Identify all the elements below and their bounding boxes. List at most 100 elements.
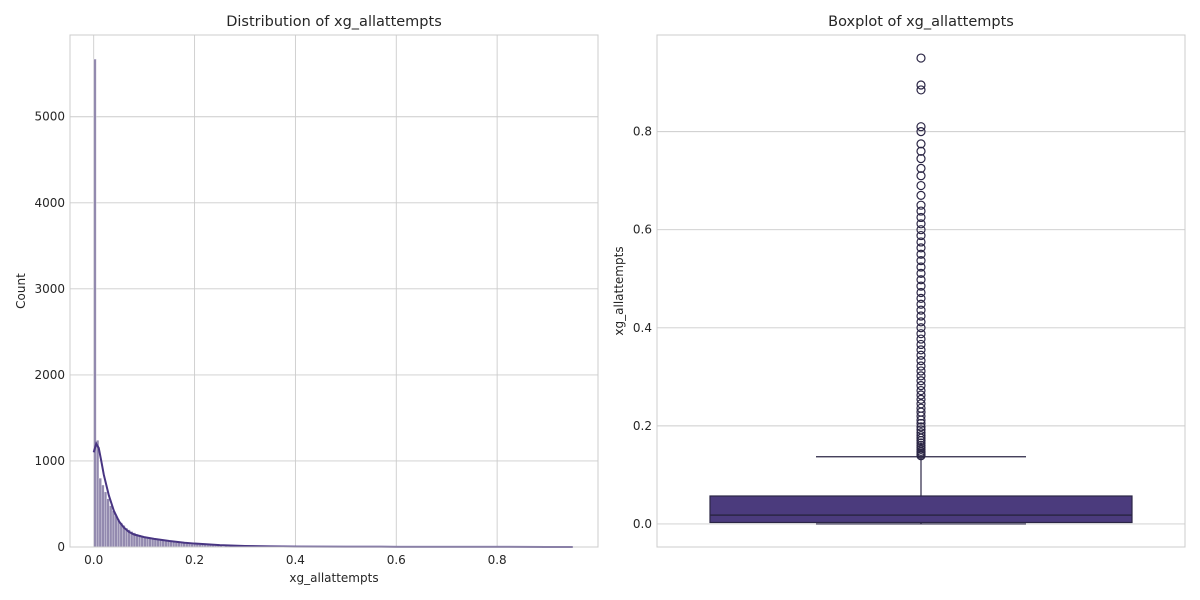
boxplot-title: Boxplot of xg_allattempts bbox=[828, 14, 1014, 30]
boxplot-outlier-point bbox=[916, 425, 926, 435]
boxplot-outlier-point bbox=[916, 190, 926, 200]
histogram-bar bbox=[159, 540, 163, 548]
boxplot-outlier-point bbox=[916, 350, 926, 360]
boxplot-outlier-point bbox=[916, 230, 926, 241]
histogram-bar bbox=[182, 543, 186, 548]
boxplot-outlier-point bbox=[916, 122, 926, 132]
histogram-bar bbox=[98, 478, 102, 548]
histogram-y-tick-label: 2000 bbox=[34, 368, 65, 382]
boxplot-outlier-point bbox=[916, 212, 926, 223]
histogram-y-tick-label: 5000 bbox=[34, 110, 65, 124]
boxplot-panel: 0.0 0.2 0.4 0.6 0.8 Boxplot of xg_allattempt… bbox=[612, 14, 1186, 548]
boxplot-outlier-point bbox=[916, 422, 926, 432]
boxplot-outlier-point bbox=[916, 53, 926, 63]
boxplot-outlier-point bbox=[916, 180, 926, 191]
histogram-plot-area bbox=[70, 35, 598, 547]
boxplot-outlier-point bbox=[916, 376, 926, 386]
boxplot-outlier-point bbox=[916, 403, 926, 413]
boxplot-outlier-point bbox=[916, 200, 926, 210]
boxplot-box bbox=[709, 456, 1133, 525]
histogram-x-tick-label: 0.0 bbox=[84, 553, 103, 567]
boxplot-outlier-point bbox=[916, 127, 926, 137]
histogram-y-tick-labels: 0 1000 2000 3000 4000 5000 bbox=[34, 110, 65, 554]
histogram-bar bbox=[114, 515, 118, 548]
boxplot-outlier-point bbox=[916, 317, 926, 327]
boxplot-outliers bbox=[916, 53, 926, 461]
boxplot-outlier-point bbox=[916, 293, 926, 303]
boxplot-outlier-point bbox=[916, 385, 926, 396]
histogram-x-axis-label: xg_allattempts bbox=[289, 571, 378, 585]
histogram-y-tick-label: 3000 bbox=[34, 282, 65, 296]
boxplot-outlier-point bbox=[916, 225, 926, 235]
boxplot-outlier-point bbox=[916, 262, 926, 272]
histogram-x-tick-label: 0.6 bbox=[387, 553, 406, 567]
histogram-bar bbox=[167, 541, 170, 548]
boxplot-y-tick-labels: 0.0 0.2 0.4 0.6 0.8 bbox=[633, 125, 652, 531]
boxplot-outlier-point bbox=[916, 206, 926, 216]
boxplot-outlier-point bbox=[916, 440, 926, 451]
boxplot-outlier-point bbox=[916, 80, 926, 90]
boxplot-outlier-point bbox=[916, 275, 926, 285]
boxplot-y-tick-label: 0.6 bbox=[633, 223, 652, 237]
histogram-frame bbox=[69, 34, 599, 548]
boxplot-outlier-point bbox=[916, 243, 926, 253]
histogram-y-tick-label: 1000 bbox=[34, 454, 65, 468]
histogram-y-tick-label: 0 bbox=[57, 540, 65, 554]
boxplot-outlier-point bbox=[916, 287, 926, 298]
boxplot-outlier-point bbox=[916, 255, 926, 266]
boxplot-y-axis-label: xg_allattempts bbox=[612, 246, 626, 335]
histogram-bar bbox=[153, 539, 157, 548]
histogram-bar bbox=[148, 537, 152, 548]
histogram-x-tick-label: 0.4 bbox=[286, 553, 305, 567]
boxplot-outlier-point bbox=[916, 418, 926, 429]
boxplot-outlier-point bbox=[916, 399, 926, 409]
boxplot-outlier-point bbox=[916, 431, 926, 441]
boxplot-outlier-point bbox=[916, 146, 926, 156]
histogram-bar bbox=[161, 540, 165, 548]
boxplot-y-tick-label: 0.0 bbox=[633, 517, 652, 531]
boxplot-outlier-point bbox=[916, 356, 926, 366]
boxplot-y-tick-label: 0.2 bbox=[633, 419, 652, 433]
histogram-bar bbox=[180, 543, 183, 548]
boxplot-outlier-point bbox=[916, 268, 926, 278]
boxplot-outlier-point bbox=[916, 381, 926, 391]
boxplot-outlier-point bbox=[916, 329, 926, 339]
boxplot-outlier-point bbox=[916, 366, 926, 376]
histogram-bar bbox=[169, 541, 173, 548]
boxplot-outlier-point bbox=[916, 305, 926, 315]
histogram-title: Distribution of xg_allattempts bbox=[226, 14, 442, 30]
histogram-bar bbox=[111, 510, 115, 548]
boxplot-y-tick-label: 0.4 bbox=[633, 321, 652, 335]
histogram-bar bbox=[174, 542, 178, 548]
histogram-bar bbox=[101, 484, 105, 548]
histogram-y-tick-label: 4000 bbox=[34, 196, 65, 210]
boxplot-outlier-point bbox=[916, 345, 926, 355]
histogram-panel: 0.0 0.2 0.4 0.6 0.8 0 1000 2000 3000 4000 5000 Di… bbox=[14, 14, 599, 585]
histogram-bar bbox=[104, 491, 107, 548]
boxplot-outlier-point bbox=[916, 361, 926, 371]
histogram-bar bbox=[151, 538, 155, 548]
boxplot-outlier-point bbox=[916, 299, 926, 309]
histogram-bars bbox=[93, 58, 551, 548]
boxplot-outlier-point bbox=[916, 334, 926, 344]
histogram-x-tick-label: 0.8 bbox=[488, 553, 507, 567]
histogram-bar bbox=[164, 541, 168, 548]
boxplot-outlier-point bbox=[916, 237, 926, 247]
histogram-bar bbox=[156, 539, 160, 548]
boxplot-outlier-point bbox=[916, 371, 926, 381]
boxplot-outlier-point bbox=[916, 438, 926, 448]
boxplot-iqr-box bbox=[709, 495, 1133, 524]
boxplot-outlier-point bbox=[916, 139, 926, 149]
histogram-gridlines bbox=[70, 35, 598, 548]
histogram-bar bbox=[117, 519, 121, 548]
histogram-x-tick-label: 0.2 bbox=[185, 553, 204, 567]
boxplot-outlier-point bbox=[916, 394, 926, 404]
boxplot-outlier-point bbox=[916, 339, 926, 350]
boxplot-outlier-point bbox=[916, 163, 926, 173]
boxplot-outlier-point bbox=[916, 153, 926, 164]
boxplot-outlier-point bbox=[916, 428, 926, 438]
boxplot-outlier-point bbox=[916, 85, 926, 95]
histogram-bar bbox=[109, 505, 113, 548]
histogram-y-axis-label: Count bbox=[14, 273, 28, 309]
